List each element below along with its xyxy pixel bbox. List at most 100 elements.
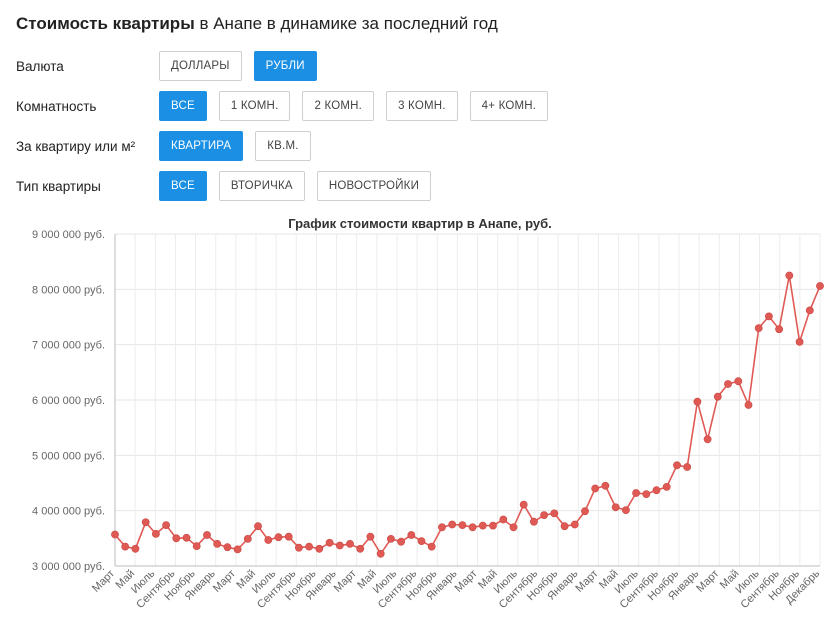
data-point[interactable] [683, 463, 692, 471]
y-tick-label: 9 000 000 руб. [32, 229, 105, 241]
currency-dollars-button[interactable]: ДОЛЛАРЫ [159, 51, 242, 81]
data-point[interactable] [652, 486, 661, 495]
data-point[interactable] [335, 541, 344, 550]
y-tick-label: 4 000 000 руб. [32, 506, 105, 518]
y-tick-label: 7 000 000 руб. [32, 340, 105, 352]
data-point[interactable] [223, 543, 232, 552]
data-point[interactable] [121, 542, 130, 551]
page-title: Стоимость квартиры в Анапе в динамике за… [16, 14, 498, 34]
data-point[interactable] [438, 523, 446, 532]
data-point[interactable] [591, 484, 600, 493]
y-axis: 3 000 000 руб. 4 000 000 руб. 5 000 000 ру… [32, 229, 116, 573]
data-point[interactable] [172, 534, 181, 543]
data-point[interactable] [356, 544, 365, 553]
unit-apartment-button[interactable]: КВАРТИРА [159, 131, 244, 161]
data-point[interactable] [550, 509, 559, 518]
rooms-all-button[interactable]: ВСЕ [159, 91, 207, 121]
data-point[interactable] [325, 538, 334, 547]
data-point[interactable] [243, 534, 252, 543]
data-point[interactable] [622, 506, 630, 514]
data-point[interactable] [693, 397, 702, 406]
data-point[interactable] [264, 536, 273, 544]
data-point[interactable] [346, 539, 354, 548]
data-point[interactable] [611, 503, 620, 512]
data-point[interactable] [284, 532, 293, 541]
data-point[interactable] [795, 337, 804, 346]
data-point[interactable] [530, 517, 538, 526]
rooms-1-button[interactable]: 1 КОМН. [218, 91, 291, 121]
y-tick-label: 5 000 000 руб. [32, 450, 105, 462]
currency-rubles-button[interactable]: РУБЛИ [253, 51, 317, 81]
data-point[interactable] [366, 532, 375, 541]
data-point[interactable] [581, 507, 589, 516]
x-tick-label: Март [573, 568, 600, 595]
filter-currency-label: Валюта [16, 58, 64, 74]
rooms-3-button[interactable]: 3 КОМН. [386, 91, 458, 121]
unit-sqm-button[interactable]: КВ.М. [255, 131, 311, 161]
data-point[interactable] [570, 520, 579, 529]
filter-unit: За квартиру или м² КВАРТИРА КВ.М. [16, 131, 323, 161]
series-points [111, 271, 824, 558]
data-point[interactable] [632, 489, 640, 497]
rooms-2-button[interactable]: 2 КОМН. [302, 91, 375, 121]
data-point[interactable] [151, 529, 160, 538]
data-point[interactable] [274, 533, 283, 542]
data-point[interactable] [294, 543, 303, 552]
data-point[interactable] [765, 312, 773, 321]
data-point[interactable] [489, 521, 497, 530]
filter-type-label: Тип квартиры [16, 178, 101, 194]
data-point[interactable] [254, 522, 262, 531]
data-point[interactable] [509, 523, 518, 532]
data-point[interactable] [407, 531, 416, 539]
data-point[interactable] [458, 521, 467, 529]
chart-grid [114, 233, 821, 567]
chart-title: График стоимости квартир в Анапе, руб. [288, 216, 552, 231]
data-point[interactable] [376, 549, 385, 558]
data-point[interactable] [427, 542, 436, 551]
data-point[interactable] [713, 392, 722, 401]
data-point[interactable] [540, 511, 548, 519]
data-point[interactable] [417, 537, 426, 545]
data-point[interactable] [233, 545, 242, 554]
data-point[interactable] [673, 461, 681, 470]
data-point[interactable] [468, 523, 477, 532]
filter-rooms-label: Комнатность [16, 98, 97, 114]
data-point[interactable] [315, 544, 324, 553]
series-line [114, 275, 821, 556]
data-point[interactable] [642, 490, 651, 498]
data-point[interactable] [560, 522, 569, 531]
data-point[interactable] [203, 531, 211, 539]
data-point[interactable] [662, 482, 671, 491]
data-point[interactable] [131, 544, 140, 553]
data-point[interactable] [213, 539, 222, 548]
data-point[interactable] [519, 500, 528, 509]
data-point[interactable] [601, 481, 610, 490]
data-point[interactable] [478, 521, 487, 530]
data-point[interactable] [397, 537, 405, 546]
data-point[interactable] [111, 530, 119, 539]
type-secondary-button[interactable]: ВТОРИЧКА [218, 171, 305, 201]
data-point[interactable] [805, 306, 814, 315]
data-point[interactable] [734, 377, 743, 386]
data-point[interactable] [305, 542, 313, 551]
data-point[interactable] [162, 521, 170, 529]
data-point[interactable] [448, 520, 457, 529]
data-point[interactable] [754, 324, 763, 332]
filter-type: Тип квартиры ВСЕ ВТОРИЧКА НОВОСТРОЙКИ [16, 171, 443, 201]
data-point[interactable] [499, 515, 508, 524]
data-point[interactable] [192, 542, 201, 550]
data-point[interactable] [703, 435, 712, 444]
x-axis: МартМайИюльСентябрьНоябрьЯнварьМартМайИю… [90, 565, 822, 611]
data-point[interactable] [785, 271, 794, 280]
type-all-button[interactable]: ВСЕ [159, 171, 207, 201]
data-point[interactable] [816, 282, 824, 290]
rooms-4plus-button[interactable]: 4+ КОМН. [469, 91, 549, 121]
data-point[interactable] [182, 533, 191, 542]
page-title-bold: Стоимость квартиры [16, 14, 195, 33]
data-point[interactable] [386, 534, 395, 543]
data-point[interactable] [744, 401, 753, 409]
data-point[interactable] [775, 325, 783, 334]
type-new-button[interactable]: НОВОСТРОЙКИ [316, 171, 432, 201]
data-point[interactable] [141, 518, 150, 527]
data-point[interactable] [724, 380, 732, 388]
